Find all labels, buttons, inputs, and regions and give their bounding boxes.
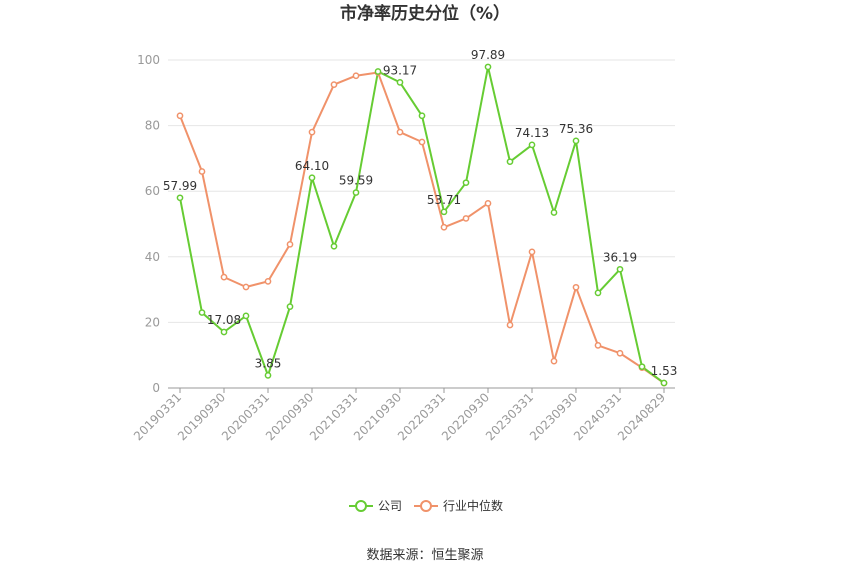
legend-industry-median-label: 行业中位数	[443, 498, 503, 513]
company-point	[462, 179, 470, 187]
data-label: 3.85	[255, 356, 282, 370]
company-point	[352, 189, 360, 196]
industry-median-point	[594, 342, 602, 349]
industry-median-point	[572, 283, 580, 291]
company-point	[616, 265, 624, 273]
data-label: 93.17	[383, 63, 417, 77]
industry-median-point	[176, 112, 184, 120]
data-label: 74.13	[515, 126, 549, 140]
company-point	[528, 141, 536, 149]
industry-median-point	[506, 321, 514, 329]
legend: 公司 行业中位数	[349, 498, 503, 513]
series-points	[176, 63, 668, 387]
legend-company-label: 公司	[378, 499, 402, 513]
company-point	[484, 63, 492, 71]
y-tick-label: 60	[145, 184, 160, 198]
industry-median-point	[440, 223, 448, 231]
data-labels: 57.99 17.08 3.85 64.10 59.59 93.17 53.71 97.89 7…	[163, 48, 678, 378]
company-point	[572, 137, 580, 145]
company-point	[330, 242, 338, 250]
industry-median-point	[330, 81, 338, 88]
axes: 0204060801002019033120190930202003312020…	[131, 53, 675, 443]
company-point	[660, 379, 668, 387]
industry-median-point	[550, 357, 558, 365]
data-label: 75.36	[559, 122, 593, 136]
data-label: 53.71	[427, 193, 461, 207]
y-tick-label: 100	[137, 53, 160, 67]
industry-median-point	[528, 248, 536, 256]
legend-industry-median-marker	[420, 500, 432, 512]
industry-median-point	[286, 240, 294, 248]
industry-median-point	[418, 138, 426, 146]
company-point	[286, 303, 294, 311]
data-label: 57.99	[163, 179, 197, 193]
industry-median-point	[198, 168, 206, 175]
y-tick-label: 0	[152, 381, 160, 395]
data-source: 数据来源：恒生聚源	[366, 548, 483, 563]
data-label: 36.19	[603, 250, 637, 264]
company-point	[220, 328, 228, 336]
company-point	[638, 363, 646, 371]
x-tick-label: 20240829	[615, 390, 668, 443]
legend-item-industry-median[interactable]: 行业中位数	[414, 498, 503, 513]
company-point	[550, 209, 558, 216]
data-label: 97.89	[471, 48, 505, 62]
company-point	[374, 68, 382, 75]
company-point	[440, 208, 448, 216]
company-point	[242, 312, 250, 320]
industry-median-point	[220, 273, 228, 281]
industry-median-point	[484, 199, 492, 207]
industry-median-point	[396, 128, 404, 136]
industry-median-point	[462, 215, 470, 222]
data-label: 1.53	[651, 364, 678, 378]
company-point	[396, 79, 404, 86]
chart-title: 市净率历史分位（%）	[340, 3, 510, 24]
industry-median-point	[242, 283, 250, 291]
company-point	[198, 309, 206, 316]
y-tick-label: 20	[145, 315, 160, 329]
data-label: 59.59	[339, 174, 373, 188]
industry-median-point	[616, 349, 624, 357]
data-label: 17.08	[207, 313, 241, 327]
company-point	[176, 194, 184, 202]
industry-median-point	[308, 128, 316, 136]
grid	[168, 59, 675, 323]
company-point	[264, 372, 272, 379]
data-label: 64.10	[295, 159, 329, 173]
legend-item-company[interactable]: 公司	[349, 499, 402, 513]
company-point	[418, 112, 426, 120]
legend-company-marker	[355, 500, 367, 512]
company-point	[308, 174, 316, 182]
industry-median-point	[264, 278, 272, 285]
industry-median-point	[352, 72, 360, 80]
y-tick-label: 80	[145, 119, 160, 133]
y-tick-label: 40	[145, 250, 160, 264]
company-point	[506, 158, 514, 166]
company-point	[594, 289, 602, 297]
